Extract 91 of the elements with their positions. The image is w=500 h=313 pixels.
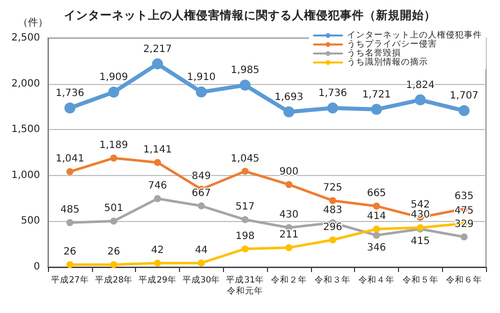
x-tick-label: 平成28年 (94, 274, 133, 286)
point (66, 219, 74, 226)
point (329, 197, 336, 204)
data-label: 1,736 (56, 88, 84, 99)
data-label: 746 (148, 180, 168, 192)
data-label: 430 (279, 210, 298, 221)
data-label: 1,189 (99, 140, 128, 152)
point (110, 154, 118, 162)
y-tick-label: 2,000 (11, 78, 40, 90)
data-label: 485 (60, 204, 80, 216)
data-label: 415 (410, 236, 430, 247)
data-label: 1,141 (143, 144, 172, 156)
data-label: 1,736 (318, 88, 348, 99)
point (154, 195, 161, 202)
point (285, 244, 292, 252)
data-label: 1,909 (99, 72, 128, 84)
point (66, 261, 74, 268)
data-label: 667 (192, 188, 211, 199)
point (327, 102, 338, 114)
y-axis-title: （件） (18, 18, 48, 28)
data-label: 1,721 (362, 89, 391, 100)
y-tick-label: 1,500 (11, 124, 40, 136)
point (66, 168, 74, 176)
x-tick-label: 令和６年 (446, 274, 482, 286)
legend-label: うちプライバシー侵害 (347, 38, 437, 50)
data-label: 2,217 (143, 44, 172, 55)
data-label: 849 (192, 171, 211, 182)
data-label: 725 (323, 182, 342, 194)
data-label: 414 (366, 211, 386, 222)
point (154, 260, 161, 267)
data-label: 1,693 (274, 92, 304, 103)
point (198, 202, 205, 210)
point (283, 106, 294, 118)
point (64, 102, 76, 114)
point (414, 94, 426, 106)
data-label: 1,985 (230, 65, 260, 76)
data-label: 346 (366, 242, 386, 254)
legend-label: うち識別情報の摘示 (347, 56, 428, 68)
data-label: 483 (323, 204, 342, 216)
y-tick-label: 2,500 (11, 32, 40, 44)
data-label: 44 (194, 244, 208, 256)
chart-title: インターネット上の人権侵害情報に関する人権侵犯事件（新規開始） (64, 8, 436, 22)
point (371, 104, 382, 115)
data-label: 542 (410, 199, 430, 210)
legend-label: インターネット上の人権侵犯事件 (347, 30, 482, 40)
point (108, 86, 120, 98)
data-label: 211 (279, 230, 298, 241)
data-label: 1,041 (56, 154, 84, 165)
point (242, 216, 249, 224)
data-label: 1,824 (406, 80, 435, 91)
point (240, 80, 251, 91)
point (460, 233, 468, 240)
data-label: 1,910 (186, 72, 216, 84)
data-label: 26 (64, 246, 76, 258)
point (152, 58, 163, 70)
point (329, 236, 336, 244)
data-label: 501 (104, 203, 124, 214)
point (458, 105, 470, 116)
point (154, 158, 161, 166)
legend-label: うち名誉毀損 (347, 48, 401, 58)
point (242, 245, 249, 252)
x-tick-label: 平成31年令和元年 (226, 274, 264, 296)
data-label: 42 (151, 245, 164, 256)
y-tick-label: 1,000 (11, 170, 40, 181)
data-label: 665 (366, 188, 386, 200)
point (373, 226, 380, 233)
x-tick-label: 令和３年 (314, 274, 351, 286)
data-label: 296 (323, 222, 342, 233)
y-tick-label: 0 (34, 262, 40, 272)
data-label: 900 (279, 166, 298, 178)
x-tick-label: 平成27年 (50, 274, 89, 286)
point (196, 86, 207, 98)
x-tick-label: 平成29年 (138, 274, 176, 286)
data-label: 635 (454, 190, 474, 202)
point (110, 261, 118, 268)
x-tick-label: 令和５年 (402, 274, 438, 286)
point (285, 181, 292, 188)
data-label: 1,045 (230, 153, 260, 164)
x-tick-label: 平成30年 (182, 274, 220, 286)
data-label: 198 (236, 230, 255, 242)
data-label: 26 (107, 246, 120, 258)
point (242, 168, 249, 175)
x-tick-label: 令和４年 (358, 274, 394, 286)
y-tick-label: 500 (20, 216, 40, 227)
point (110, 218, 118, 225)
data-label: 1,707 (450, 90, 478, 102)
point (373, 232, 380, 239)
point (373, 202, 380, 210)
data-label: 517 (236, 202, 255, 213)
point (198, 259, 205, 266)
x-tick-label: 令和２年 (270, 274, 307, 286)
